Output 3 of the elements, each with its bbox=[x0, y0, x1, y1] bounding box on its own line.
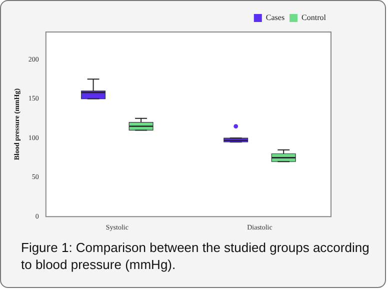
legend-label: Cases bbox=[266, 13, 285, 22]
caption: Figure 1: Comparison between the studied groups according to blood pressure (mmHg). bbox=[21, 239, 370, 273]
legend-label: Control bbox=[302, 13, 327, 22]
